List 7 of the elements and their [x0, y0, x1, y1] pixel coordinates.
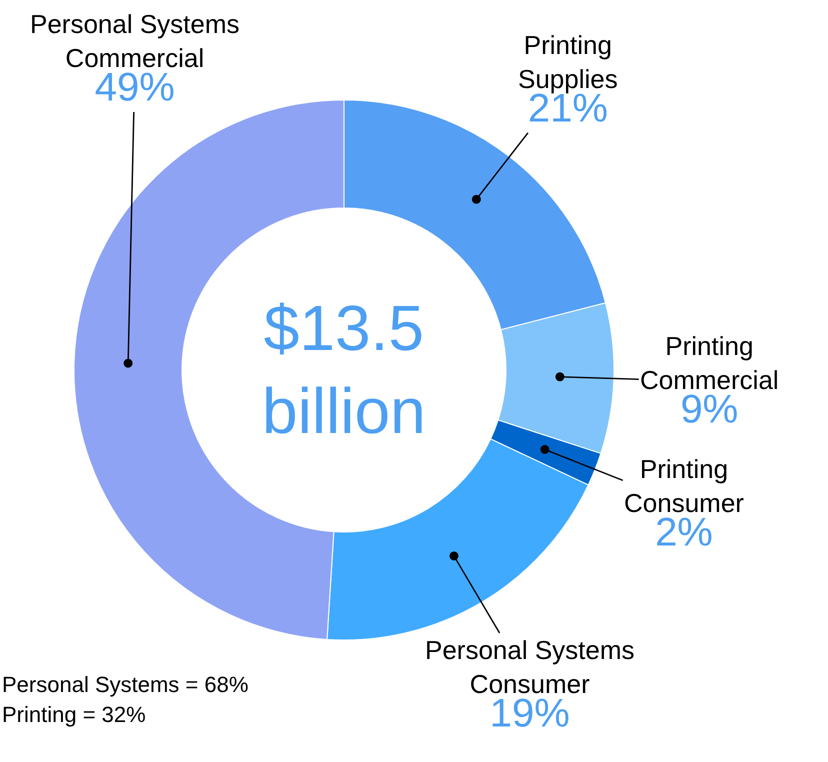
text: $13.5 billion: [262, 292, 426, 448]
slice-label: Personal Systems Consumer: [425, 635, 635, 699]
slice-label: Printing Commercial: [640, 331, 779, 395]
text: Personal Systems = 68%: [2, 672, 248, 697]
slice-label: Printing Consumer: [624, 454, 744, 518]
slice-label: Personal Systems Commercial: [30, 9, 240, 73]
text: Printing = 32%: [2, 702, 146, 727]
